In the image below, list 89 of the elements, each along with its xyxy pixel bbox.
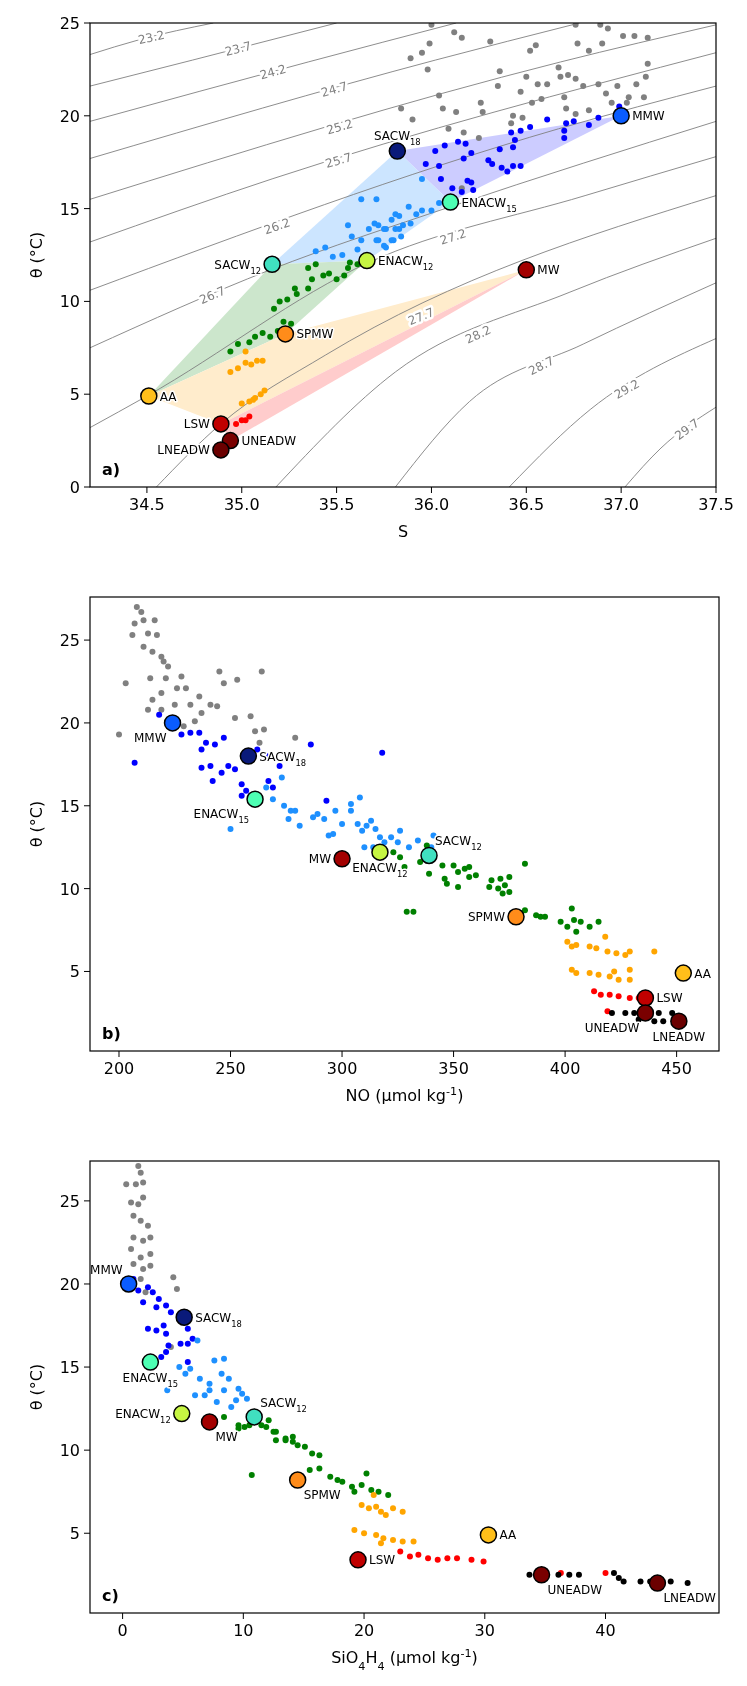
y-tick-label: 10 [59, 292, 80, 312]
y-tick-label: 5 [69, 385, 80, 405]
x-axis-title: NO (μmol kg$^{-1}$) [345, 1084, 464, 1105]
x-tick-label: 30 [474, 1621, 495, 1640]
x-tick-label: 350 [438, 1059, 469, 1078]
series-label: MW [308, 852, 332, 867]
series-label: LSW [369, 1553, 396, 1568]
series-label: ENACW$_{12}$ [115, 1407, 171, 1426]
x-axis-title: S [397, 522, 409, 541]
series-label: MMW [90, 1262, 123, 1277]
y-tick-label: 20 [59, 106, 80, 126]
x-tick-label: 36.5 [508, 495, 545, 514]
series-label: SACW$_{18}$ [373, 129, 421, 148]
x-tick-label: 200 [103, 1059, 135, 1078]
y-axis-title: θ (°C) [27, 1363, 46, 1411]
y-tick-label: 10 [59, 1441, 80, 1461]
series-label: SACW$_{12}$ [260, 1395, 307, 1414]
text: 25.7 [323, 150, 354, 171]
y-tick-label: 25 [59, 1191, 80, 1211]
x-tick-label: 0 [117, 1621, 128, 1640]
x-tick-label: 36.0 [413, 495, 450, 514]
annotation: a) [102, 460, 121, 479]
series-label: MMW [632, 109, 665, 124]
series-label: SPMW [303, 1488, 341, 1503]
series-label: LSW [183, 417, 211, 432]
series-label: ENACW$_{12}$ [377, 254, 434, 273]
x-tick-label: 400 [549, 1059, 581, 1078]
series-label: MW [537, 263, 560, 278]
series-label: LNEADW [663, 1591, 717, 1606]
y-tick-label: 15 [59, 796, 80, 816]
series-label: LSW [656, 991, 683, 1006]
series-label: MMW [133, 730, 167, 745]
series-label: LNEADW [652, 1030, 706, 1045]
series-label: ENACW$_{12}$ [352, 861, 408, 880]
y-tick-label: 5 [69, 962, 80, 982]
x-tick-label: 450 [661, 1059, 692, 1078]
series-label: LNEADW [157, 443, 211, 458]
y-axis-title: θ (°C) [27, 231, 46, 279]
text: 27.7 [406, 305, 437, 329]
y-tick-label: 5 [69, 1524, 80, 1544]
series-label: UNEADW [241, 434, 297, 449]
text: 28.7 [526, 353, 557, 379]
text: 28.2 [463, 322, 494, 347]
annotation: b) [102, 1024, 121, 1043]
series-label: UNEADW [584, 1020, 640, 1035]
x-tick-label: 20 [353, 1621, 375, 1640]
annotation: c) [102, 1586, 119, 1605]
text: 27.2 [438, 226, 468, 248]
series-label: AA [694, 966, 712, 981]
y-tick-label: 10 [59, 879, 80, 899]
y-tick-label: 15 [59, 1358, 80, 1378]
text: 24.2 [258, 61, 288, 83]
y-tick-label: 25 [59, 14, 80, 33]
text: 29.2 [611, 376, 642, 402]
series-label: SPMW [296, 327, 334, 342]
series-label: SACW$_{18}$ [195, 1310, 242, 1329]
series-label: AA [499, 1528, 517, 1543]
x-tick-label: 35.5 [318, 495, 355, 514]
y-tick-label: 20 [59, 1274, 80, 1294]
x-tick-label: 40 [595, 1621, 616, 1640]
text: 26.7 [197, 283, 228, 308]
y-tick-label: 25 [59, 631, 80, 651]
text: 25.2 [324, 116, 355, 138]
y-tick-label: 0 [69, 478, 80, 497]
text: 24.7 [319, 79, 350, 100]
series-label: ENACW$_{15}$ [122, 1371, 179, 1390]
series-label: SACW$_{12}$ [435, 834, 482, 853]
series-label: AA [159, 389, 178, 404]
series-label: UNEADW [547, 1582, 603, 1597]
text: 23.2 [136, 27, 166, 48]
series-label: ENACW$_{15}$ [193, 807, 250, 826]
text: 26.2 [262, 215, 292, 238]
x-tick-label: 10 [233, 1621, 254, 1640]
y-tick-label: 20 [59, 713, 80, 733]
series-label: ENACW$_{15}$ [461, 195, 517, 214]
text: 23.7 [223, 38, 253, 59]
x-tick-label: 37.5 [698, 495, 734, 514]
series-label: MW [215, 1429, 238, 1444]
x-tick-label: 37.0 [603, 495, 639, 514]
series-label: SPMW [467, 910, 506, 925]
x-tick-label: 34.5 [129, 495, 165, 514]
x-tick-label: 35.0 [223, 495, 260, 514]
series-label: SACW$_{18}$ [259, 749, 307, 768]
y-tick-label: 15 [59, 199, 80, 219]
x-axis-title: SiO$_{4}$H$_{4}$ (μmol kg$^{-1}$) [331, 1646, 478, 1673]
x-tick-label: 300 [326, 1059, 358, 1078]
series-label: SACW$_{12}$ [214, 257, 262, 276]
y-axis-title: θ (°C) [27, 800, 46, 848]
x-tick-label: 250 [215, 1059, 246, 1078]
